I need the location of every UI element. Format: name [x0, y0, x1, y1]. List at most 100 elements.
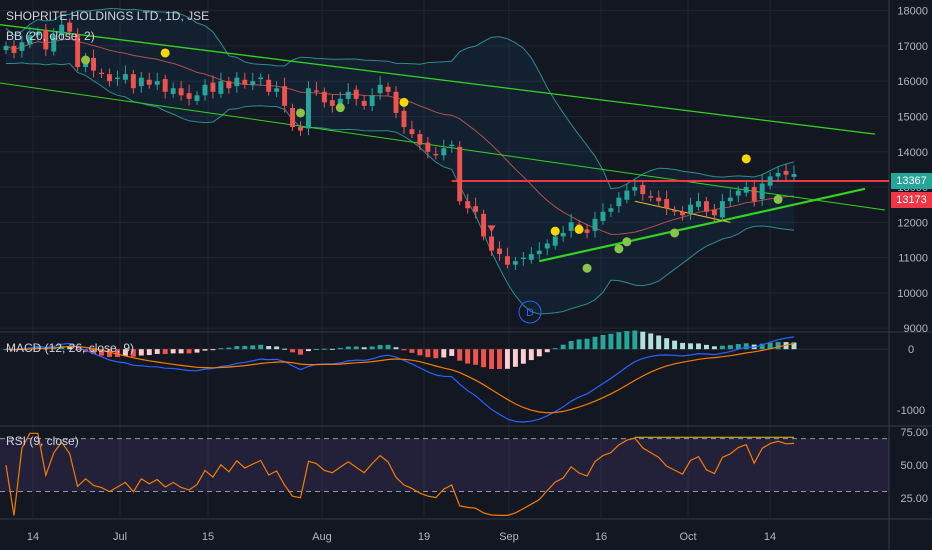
- macd-histogram-bar: [775, 341, 781, 350]
- candle-body: [234, 77, 240, 87]
- time-axis-tick: Sep: [499, 531, 519, 543]
- candle-body: [107, 74, 112, 82]
- macd-histogram-bar: [624, 331, 630, 350]
- macd-histogram-bar: [544, 349, 550, 353]
- axes: 9000100001100012000130001400015000160001…: [27, 6, 928, 543]
- signal-markers: D: [81, 48, 783, 324]
- candle-body: [664, 199, 670, 209]
- candle-body: [711, 209, 717, 216]
- candle-body: [791, 174, 797, 177]
- macd-histogram-bar: [99, 349, 104, 356]
- candle-body: [178, 88, 184, 96]
- candle-body: [345, 91, 351, 99]
- macd-histogram-bar: [401, 349, 407, 351]
- candle-body: [146, 79, 152, 85]
- buy-signal-dot: [574, 224, 584, 234]
- macd-histogram-bar: [321, 348, 327, 350]
- chart-title: SHOPRITE HOLDINGS LTD, 1D, JSE: [6, 9, 210, 23]
- macd-histogram-bar: [202, 349, 208, 351]
- rsi-indicator-label[interactable]: RSI (9, close): [6, 434, 79, 448]
- macd-histogram-bar: [592, 336, 598, 350]
- candle-body: [242, 79, 248, 85]
- candle-body: [592, 218, 598, 231]
- sell-signal-dot: [622, 237, 632, 247]
- bb-basis: [5, 38, 795, 235]
- macd-histogram-bar: [441, 349, 447, 358]
- time-axis-tick: 16: [595, 531, 607, 543]
- down-arrow-marker: [487, 225, 496, 233]
- signal-line: [5, 342, 795, 414]
- macd-histogram-bar: [67, 346, 73, 350]
- macd-histogram-bar: [743, 343, 749, 350]
- macd-histogram-bar: [194, 349, 200, 353]
- candle-body: [313, 90, 319, 92]
- macd-histogram-bar: [680, 342, 686, 350]
- pattern-d-label: D: [526, 307, 534, 319]
- candle-body: [186, 93, 192, 99]
- candle-body: [656, 197, 662, 202]
- price-axis-tick: 17000: [897, 41, 928, 53]
- price-axis-tick: 11000: [898, 253, 928, 265]
- macd-histogram-bar: [465, 349, 471, 364]
- candle-body: [401, 110, 407, 128]
- candle-body: [3, 45, 9, 51]
- macd-histogram-bar: [266, 346, 272, 350]
- macd-histogram-bar: [632, 330, 638, 350]
- candle-body: [775, 172, 781, 177]
- sell-signal-dot: [296, 108, 306, 118]
- candle-body: [274, 88, 280, 92]
- macd-histogram-bar: [640, 331, 646, 350]
- macd-histogram-bar: [170, 349, 176, 354]
- bb-indicator-label[interactable]: BB (20, close, 2): [6, 29, 95, 43]
- candle-body: [250, 81, 256, 85]
- candle-body: [99, 72, 104, 75]
- candle-body: [282, 86, 288, 106]
- candle-body: [489, 236, 495, 251]
- macd-histogram-bar: [449, 349, 455, 356]
- macd-histogram-bar: [409, 349, 415, 353]
- macd-indicator-label[interactable]: MACD (12, 26, close, 9): [6, 341, 135, 355]
- pattern-d-marker: [518, 300, 542, 324]
- candle-body: [688, 204, 693, 214]
- bollinger-bands: [5, 7, 795, 315]
- macd-histogram-bar: [290, 349, 296, 353]
- candle-body: [616, 197, 622, 207]
- sell-signal-dot: [582, 263, 592, 273]
- macd-histogram-bar: [703, 344, 709, 350]
- candle-body: [735, 190, 741, 196]
- resistance-price-tag: 13173: [891, 192, 932, 208]
- upper-trendline: [0, 24, 876, 135]
- candle-body: [481, 213, 487, 237]
- bb-upper-band: [5, 7, 795, 190]
- candle-body: [584, 229, 590, 233]
- macd-histogram-bar: [576, 339, 582, 350]
- candle-body: [329, 100, 335, 106]
- candle-body: [51, 35, 57, 52]
- candle-body: [154, 81, 160, 85]
- macd-histogram-bar: [600, 334, 606, 350]
- macd-histogram-bar: [75, 349, 81, 351]
- macd-histogram-bar: [656, 335, 662, 350]
- macd-histogram-bar: [369, 346, 375, 350]
- rsi-line: [5, 432, 795, 517]
- candle-body: [226, 81, 232, 89]
- candle-body: [91, 57, 97, 71]
- price-axis-tick: 15000: [897, 111, 928, 123]
- candle-body: [369, 95, 375, 106]
- macd-histogram-bar: [218, 348, 224, 350]
- rsi-axis-tick: 50.00: [900, 460, 928, 472]
- macd-histogram-bar: [560, 344, 566, 350]
- time-axis-tick: 19: [418, 531, 430, 543]
- candle-body: [67, 22, 73, 32]
- candle-body: [43, 29, 49, 50]
- sell-signal-dot: [670, 228, 680, 238]
- macd-histogram-bar: [664, 338, 670, 350]
- time-axis-tick: Oct: [679, 531, 696, 543]
- macd-histogram-bar: [504, 349, 510, 369]
- candle-body: [409, 129, 415, 135]
- macd-histogram-bar: [258, 344, 264, 350]
- candle-body: [35, 31, 41, 36]
- candle-body: [473, 206, 479, 212]
